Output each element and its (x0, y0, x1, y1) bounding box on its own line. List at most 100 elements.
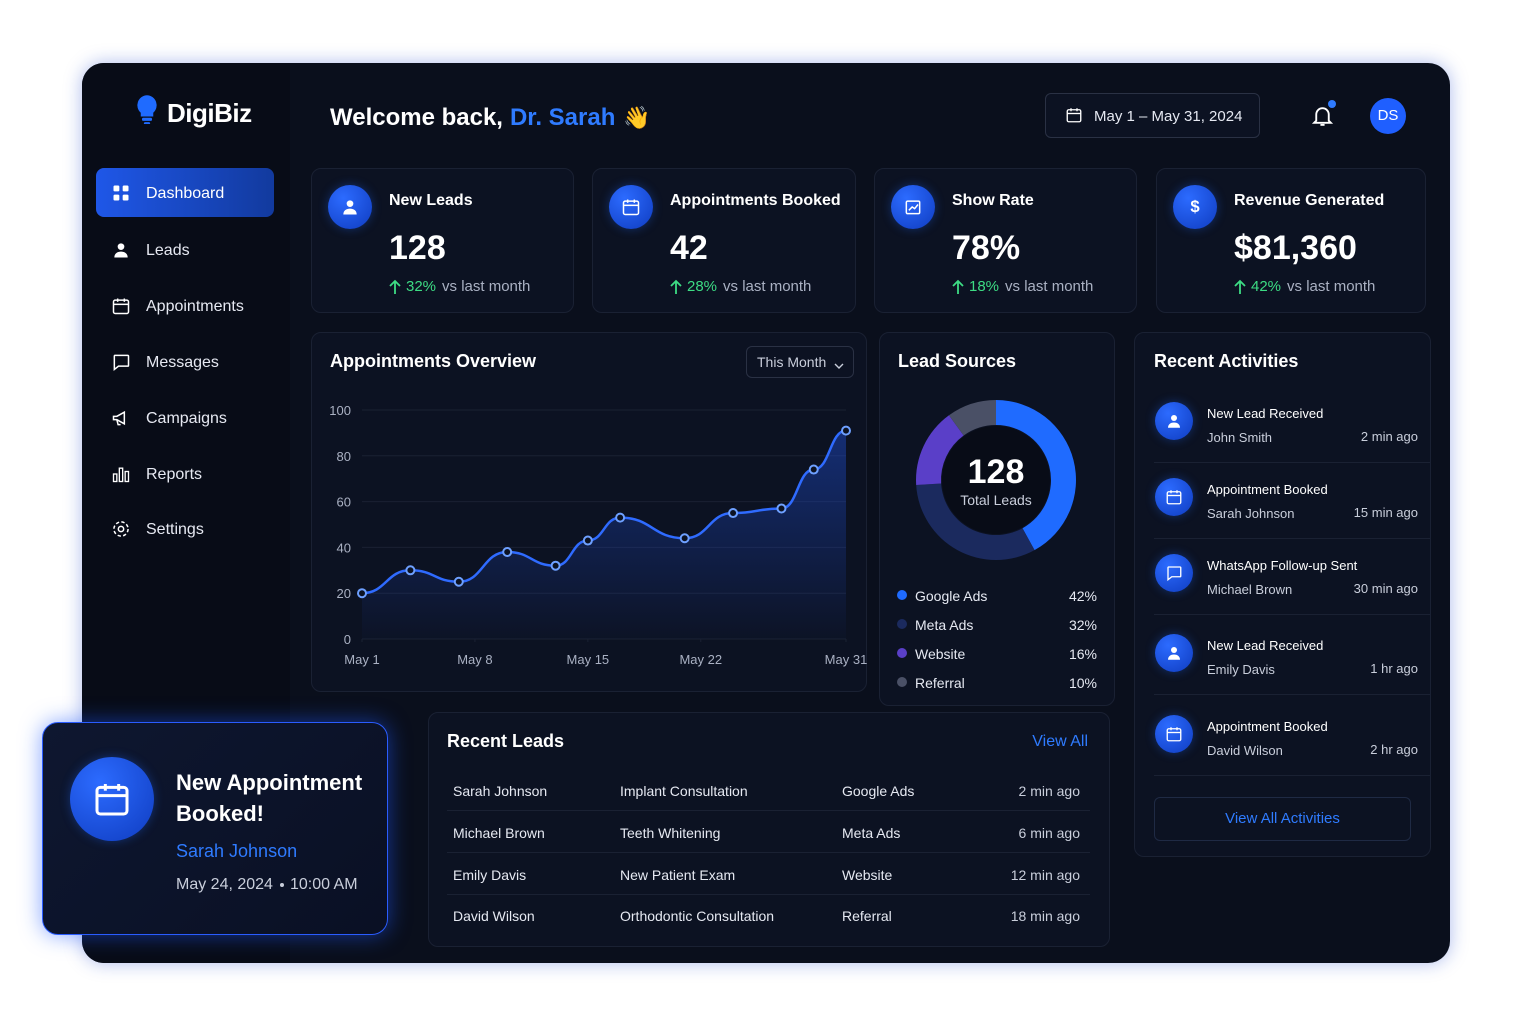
date-icon-shape (1066, 108, 1082, 123)
notification-date: May 24, 2024 (176, 876, 273, 894)
activity-icon-circle-icon-shape (1168, 422, 1180, 428)
activity-icon-circle-icon-shape (1166, 490, 1182, 505)
nav-active-bg[interactable] (96, 168, 274, 217)
kpi-arrow-icon (670, 279, 682, 295)
nav-item[interactable]: Settings (146, 521, 204, 539)
kpi-icon-circle-icon (903, 197, 923, 217)
lead-cell: Orthodontic Consultation (620, 907, 775, 924)
kpi-icon-circle-icon (621, 197, 641, 217)
nav-icon-shape (114, 243, 128, 258)
nav-icon-shape (124, 470, 130, 483)
activity-icon-circle-icon (1165, 644, 1183, 662)
nav-item[interactable]: Leads (146, 242, 190, 260)
kpi-icon-circle-icon-shape (905, 200, 921, 215)
filter-box[interactable] (746, 346, 854, 378)
view-all-link[interactable]: View All (1032, 733, 1088, 751)
activity-icon-circle-icon (1165, 725, 1183, 743)
nav-icon (111, 240, 131, 260)
kpi-arrow-shape (670, 279, 682, 294)
nav-item[interactable]: Campaigns (146, 410, 227, 428)
legend-dot (897, 619, 907, 629)
kpi-change: 32% (406, 278, 437, 295)
legend-value: 10% (1068, 674, 1097, 691)
activity-time: 30 min ago (1353, 581, 1418, 597)
kpi-title: Show Rate (952, 192, 1034, 210)
activity-icon-circle-icon-shape (1168, 647, 1180, 660)
lead-time: 18 min ago (1010, 907, 1080, 924)
nav-icon-shape (112, 299, 130, 315)
activity-time: 1 hr ago (1370, 661, 1418, 677)
notification-icon-circle-icon (92, 779, 132, 819)
nav-icon-shape (113, 521, 129, 537)
activity-name: David Wilson (1207, 743, 1283, 759)
kpi-note: vs last month (1005, 278, 1094, 295)
nav-icon-shape (113, 185, 129, 201)
kpi-icon-circle-icon-shape (346, 200, 354, 207)
kpi-change: 18% (969, 278, 1000, 295)
activity-time: 2 hr ago (1370, 742, 1418, 758)
activity-separator (1154, 694, 1431, 695)
kpi-arrow-shape (1234, 279, 1246, 294)
activity-time: 2 min ago (1360, 429, 1418, 445)
activity-icon-circle-icon-shape (1166, 728, 1182, 742)
nav-icon-shape (122, 185, 129, 192)
lead-separator (447, 894, 1090, 895)
activity-icon-circle-icon-shape (1167, 566, 1182, 582)
nav-icon (111, 183, 131, 203)
activity-separator (1154, 614, 1431, 615)
nav-item[interactable]: Messages (146, 354, 219, 372)
kpi-title: Revenue Generated (1234, 192, 1385, 210)
activity-icon-circle-icon-shape (1168, 654, 1180, 660)
nav-icon (111, 519, 131, 539)
lead-time: 12 min ago (1010, 866, 1080, 883)
nav-icon-shape (117, 525, 125, 533)
legend-dot (897, 590, 907, 600)
recent-leads-card (428, 712, 1110, 947)
nav-icon-shape (122, 194, 129, 201)
kpi-icon-circle-icon-shape (622, 199, 640, 216)
activity-separator (1154, 538, 1431, 539)
activity-title: WhatsApp Follow-up Sent (1207, 558, 1358, 574)
kpi-arrow-icon (389, 279, 401, 295)
kpi-value: $81,360 (1234, 228, 1357, 267)
legend-value: 32% (1068, 616, 1097, 633)
date-icon (1065, 106, 1083, 124)
greeting: Welcome back, (330, 103, 503, 131)
activity-icon-circle (1155, 478, 1193, 516)
activity-separator (1154, 462, 1431, 463)
nav-item[interactable]: Dashboard (146, 185, 225, 203)
kpi-icon-circle-icon-shape (343, 208, 357, 215)
legend-label: Google Ads (915, 587, 988, 604)
legend-label: Referral (915, 674, 965, 691)
bell-icon (1310, 103, 1335, 128)
kpi-change: 28% (687, 278, 718, 295)
avatar[interactable]: DS (1370, 98, 1406, 134)
kpi-value: 78% (952, 228, 1021, 267)
kpi-note: vs last month (1287, 278, 1376, 295)
nav-icon-shape (114, 251, 128, 258)
lead-time: 2 min ago (1018, 782, 1080, 799)
nav-item[interactable]: Reports (146, 466, 203, 484)
chevron-shape (834, 363, 844, 369)
kpi-icon-circle-icon-shape: $ (1190, 197, 1200, 216)
view-all-activities-button[interactable]: View All Activities (1154, 797, 1411, 841)
lead-cell: Emily Davis (453, 866, 527, 883)
kpi-note: vs last month (442, 278, 531, 295)
activity-icon-circle-icon-shape (1166, 727, 1182, 742)
activity-icon-circle (1155, 715, 1193, 753)
kpi-card (311, 168, 574, 313)
logo-icon-shape (137, 95, 157, 117)
chevron-shape (834, 363, 844, 369)
notification-icon-circle-icon-shape (95, 784, 129, 816)
kpi-title: Appointments Booked (670, 192, 841, 210)
nav-icon (111, 352, 131, 372)
lead-sources-title: Lead Sources (898, 351, 1017, 372)
activity-title: Appointment Booked (1207, 719, 1328, 735)
bell-dot (1328, 100, 1336, 108)
brand-name: DigiBiz (167, 98, 252, 129)
kpi-icon-circle-icon-shape: $ (1190, 197, 1200, 216)
lead-cell: Website (842, 866, 893, 883)
kpi-arrow-icon (1234, 279, 1246, 295)
nav-item[interactable]: Appointments (146, 298, 244, 316)
